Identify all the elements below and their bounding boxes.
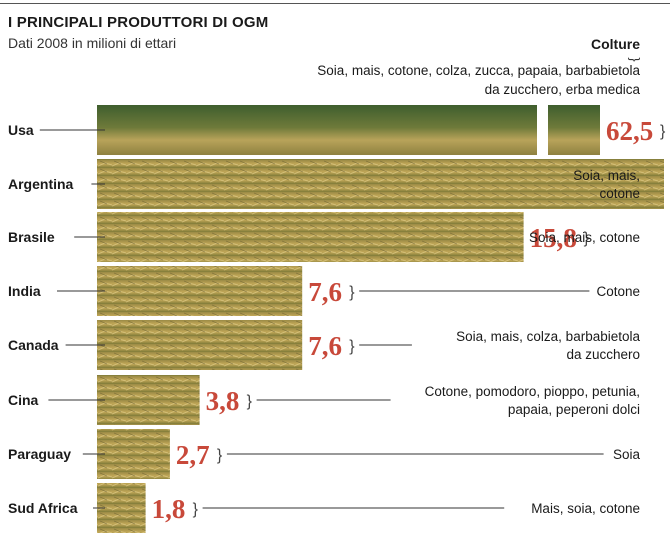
crop-label: papaia, peperoni dolci (508, 402, 640, 417)
brace-icon: } (247, 393, 253, 410)
crop-label: Cotone, pomodoro, pioppo, petunia, (425, 384, 640, 399)
crop-label: Soia, mais, (573, 168, 640, 183)
crop-label: Soia, mais, colza, barbabietola (456, 329, 640, 344)
category-label: Canada (8, 337, 59, 353)
chart-title: I PRINCIPALI PRODUTTORI DI OGM (8, 14, 269, 31)
category-label: Paraguay (8, 446, 71, 462)
crop-label: da zucchero (566, 347, 640, 362)
bar-sud-africa (97, 483, 146, 533)
colture-header: Colture (591, 36, 640, 52)
category-label: Cina (8, 392, 39, 408)
category-label: Sud Africa (8, 500, 78, 516)
brace-icon: } (193, 501, 199, 518)
value-label: 62,5 (606, 116, 653, 146)
bar-argentina (97, 159, 664, 209)
category-label: India (8, 283, 41, 299)
bar-paraguay (97, 429, 170, 479)
value-label: 3,8 (206, 386, 240, 416)
brace-icon: } (660, 123, 666, 140)
value-label: 2,7 (176, 440, 210, 470)
bar-cina (97, 375, 200, 425)
crop-label: cotone (599, 186, 640, 201)
bar-canada (97, 320, 303, 370)
top-rule (0, 3, 670, 4)
chart-subtitle: Dati 2008 in milioni di ettari (8, 35, 177, 51)
category-label: Usa (8, 122, 34, 138)
category-label: Argentina (8, 176, 74, 192)
bar-brasile (97, 212, 524, 262)
crop-label: Soia, mais, cotone (529, 230, 640, 245)
brace-icon: } (349, 338, 355, 355)
bar-usa-right (548, 105, 600, 155)
bar-india (97, 266, 303, 316)
crop-label: da zucchero, erba medica (485, 82, 641, 97)
value-label: 7,6 (308, 277, 342, 307)
value-label: 1,8 (152, 494, 186, 524)
crop-label: Soia, mais, cotone, colza, zucca, papaia… (317, 63, 640, 78)
crop-label: Mais, soia, cotone (531, 501, 640, 516)
crop-label: Soia (613, 447, 641, 462)
value-label: 15,8 (530, 223, 577, 253)
brace-icon: } (349, 284, 355, 301)
bar-usa-left (97, 105, 537, 155)
brace-icon: } (584, 230, 590, 247)
crop-label: Cotone (596, 284, 640, 299)
value-label: 7,6 (308, 331, 342, 361)
category-label: Brasile (8, 229, 55, 245)
brace-icon: } (217, 447, 223, 464)
